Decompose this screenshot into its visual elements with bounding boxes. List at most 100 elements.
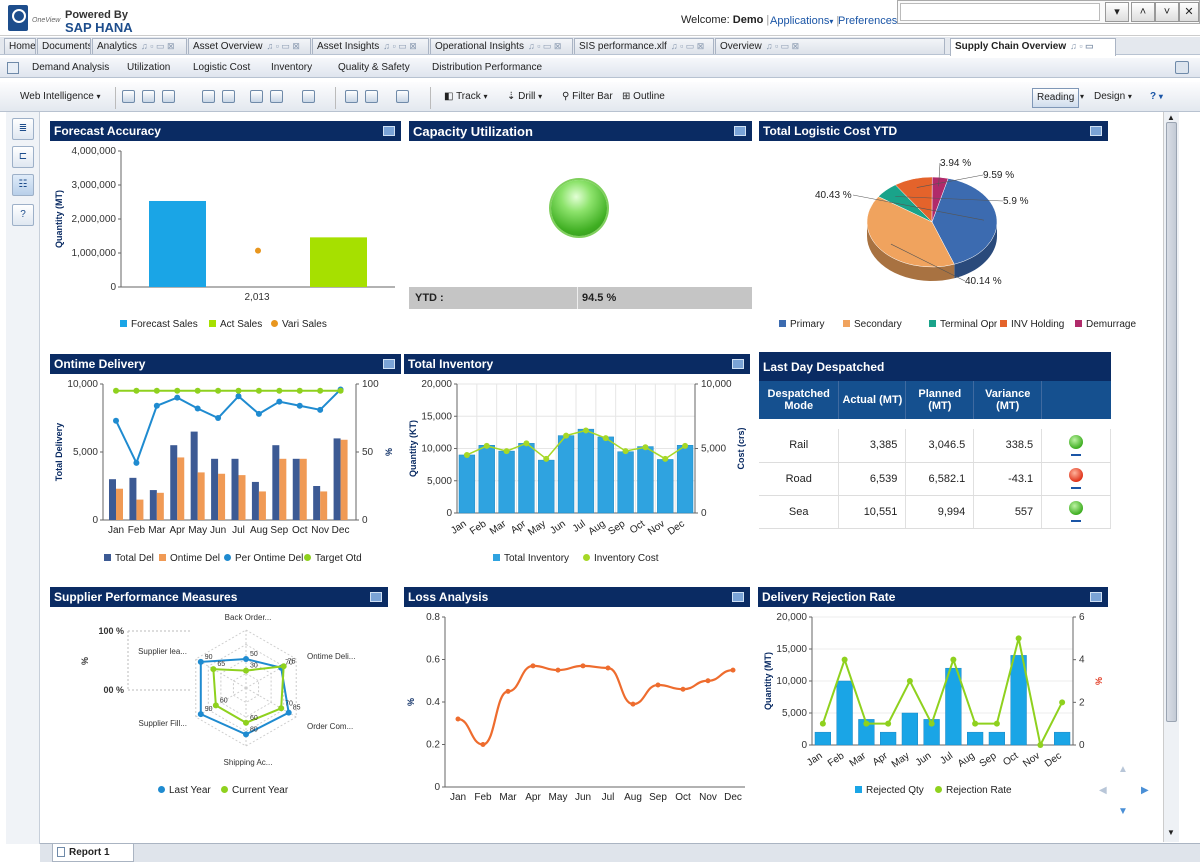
radar-axis-label: Shipping Ac...	[224, 758, 273, 767]
tab-asset-overview[interactable]: Asset Overview ♫ ▫ ▭ ⊠	[188, 38, 311, 54]
grid-icon[interactable]	[7, 62, 19, 74]
point	[523, 440, 530, 447]
chart-type-icon[interactable]	[732, 592, 744, 602]
chart-type-icon[interactable]	[370, 592, 382, 602]
preferences-link[interactable]: Preferences	[838, 15, 898, 27]
refresh-icon[interactable]	[396, 90, 409, 103]
x-tick-label: Feb	[468, 518, 489, 537]
drill-button[interactable]: ⇣ Drill ▾	[503, 88, 546, 108]
open-folder-icon[interactable]	[142, 90, 155, 103]
chart-type-icon[interactable]	[732, 359, 744, 369]
vertical-scrollbar[interactable]: ▲ ▼	[1163, 112, 1179, 842]
help-icon[interactable]: ?	[12, 204, 34, 226]
loss-point	[480, 742, 486, 747]
report-tab-bar: Report 1	[40, 843, 1200, 862]
panel-title-text: Supplier Performance Measures	[54, 590, 238, 604]
radar-value-label: 90	[205, 654, 213, 661]
radar-spoke	[195, 658, 247, 689]
legend-label: Last Year	[169, 785, 211, 796]
reading-dropdown[interactable]: ▾	[1076, 88, 1088, 108]
report-tab[interactable]: Report 1	[52, 844, 134, 862]
x-tick-label: Jul	[938, 750, 955, 766]
up-button[interactable]: ˄	[1131, 2, 1155, 22]
tab-asset-insights[interactable]: Asset Insights ♫ ▫ ▭ ⊠	[312, 38, 429, 54]
email-icon[interactable]	[302, 90, 315, 103]
help-button[interactable]: ? ▾	[1146, 88, 1167, 108]
reading-mode-button[interactable]: Reading	[1032, 88, 1080, 108]
legend-swatch	[209, 320, 216, 327]
input-controls-icon[interactable]: ☷	[12, 174, 34, 196]
page-right-icon[interactable]: ▶	[1141, 785, 1149, 796]
chart-type-icon[interactable]	[383, 359, 395, 369]
bar-ontime-del	[156, 492, 164, 520]
tick-label: 15,000	[421, 411, 452, 422]
filter-bar-button[interactable]: ⚲ Filter Bar	[558, 88, 617, 108]
share-icon[interactable]	[270, 90, 283, 103]
scroll-up-icon[interactable]: ▲	[1167, 113, 1175, 122]
down-button[interactable]: ˅	[1155, 2, 1179, 22]
bar-ontime-del	[340, 439, 348, 520]
page-up-icon[interactable]: ▲	[1118, 764, 1128, 775]
tab-sis-performance[interactable]: SIS performance.xlf ♫ ▫ ▭ ⊠	[574, 38, 714, 54]
subtab-logistic-cost[interactable]: Logistic Cost	[193, 62, 251, 73]
subtab-distribution-performance[interactable]: Distribution Performance	[432, 62, 543, 73]
page-left-icon[interactable]: ◀	[1099, 785, 1107, 796]
tab-label: Overview	[720, 41, 762, 52]
tick-label: 5,000	[73, 447, 98, 458]
legend-item: Forecast Sales	[120, 319, 198, 330]
page-down-icon[interactable]: ▼	[1118, 806, 1128, 817]
tab-home[interactable]: Home	[4, 38, 36, 54]
x-tick-label: Mar	[148, 525, 166, 536]
scale-label: 00 %	[103, 685, 124, 695]
redo-icon[interactable]	[365, 90, 378, 103]
export-icon[interactable]	[250, 90, 263, 103]
tab-documents[interactable]: Documents	[37, 38, 91, 54]
find-icon[interactable]	[222, 90, 235, 103]
document-summary-icon[interactable]: ≣	[12, 118, 34, 140]
outline-button[interactable]: ⊞ Outline	[618, 88, 669, 108]
chart-type-icon[interactable]	[383, 126, 395, 136]
legend-label: Per Ontime Del	[235, 553, 304, 564]
chart-type-icon[interactable]	[1090, 592, 1102, 602]
scrollbar-thumb[interactable]	[1166, 122, 1177, 722]
save-icon[interactable]	[162, 90, 175, 103]
design-mode-button[interactable]: Design ▾	[1090, 88, 1136, 108]
point	[1059, 699, 1066, 706]
rolta-logo	[8, 5, 28, 31]
web-intelligence-menu[interactable]: Web Intelligence ▾	[16, 88, 105, 108]
x-tick-label: Sep	[649, 792, 667, 803]
applications-menu[interactable]: Applications▾ |	[770, 15, 840, 27]
legend-item: Target Otd	[304, 553, 362, 564]
print-icon[interactable]	[1175, 61, 1189, 74]
navigation-map-icon[interactable]: ⊏	[12, 146, 34, 168]
subtab-inventory[interactable]: Inventory	[271, 62, 313, 73]
new-document-icon[interactable]	[122, 90, 135, 103]
chart-type-icon[interactable]	[1090, 126, 1102, 136]
search-input[interactable]	[900, 3, 1100, 21]
point	[863, 720, 870, 727]
x-tick-label: Jun	[575, 792, 591, 803]
axis-title: %	[80, 657, 90, 665]
legend-swatch	[224, 554, 231, 561]
close-button[interactable]: ✕	[1179, 2, 1199, 22]
variance-cell: -43.1	[973, 462, 1043, 496]
subtab-utilization[interactable]: Utilization	[127, 62, 171, 73]
subtab-quality-safety[interactable]: Quality & Safety	[338, 62, 410, 73]
tab-operational-insights[interactable]: Operational Insights ♫ ▫ ▭ ⊠	[430, 38, 573, 54]
tab-supply-chain-overview[interactable]: Supply Chain Overview ♫ ▫ ▭	[950, 38, 1116, 56]
radar-grid	[232, 672, 260, 704]
subtab-demand-analysis[interactable]: Demand Analysis	[32, 62, 110, 73]
tab-analytics[interactable]: Analytics ♫ ▫ ▭ ⊠	[92, 38, 187, 54]
undo-icon[interactable]	[345, 90, 358, 103]
print-icon[interactable]	[202, 90, 215, 103]
x-tick-label: Dec	[332, 525, 350, 536]
track-button[interactable]: ◧ Track ▾	[440, 88, 492, 108]
chart-type-icon[interactable]	[734, 126, 746, 136]
tab-overview[interactable]: Overview ♫ ▫ ▭ ⊠	[715, 38, 945, 54]
applications-label: Applications	[770, 15, 830, 27]
scroll-down-icon[interactable]: ▼	[1167, 828, 1175, 837]
variance-cell: 557	[973, 495, 1043, 529]
dropdown-button[interactable]: ▾	[1105, 2, 1129, 22]
dropdown-icon: ▾	[1080, 92, 1085, 101]
bar-rejected-qty	[836, 680, 853, 746]
